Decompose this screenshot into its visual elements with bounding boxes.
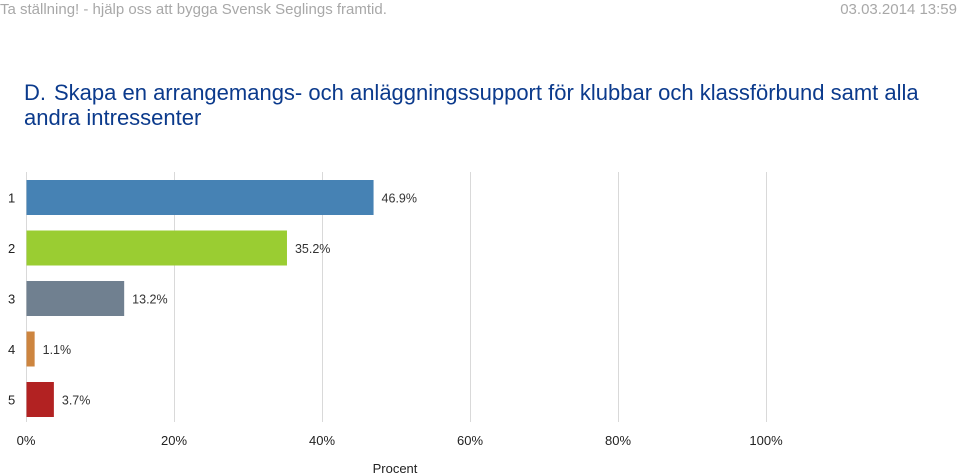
data-label: 13.2% (132, 293, 167, 307)
x-axis-title: Procent (373, 461, 418, 476)
chart-title-text: Skapa en arrangemangs- och anläggningssu… (24, 80, 919, 130)
bar-2 (26, 230, 287, 266)
bar-4 (26, 331, 35, 367)
header-timestamp: 03.03.2014 13:59 (840, 1, 957, 18)
x-tick-label: 0% (17, 433, 36, 448)
bar-1 (26, 180, 374, 215)
data-label: 1.1% (43, 343, 72, 357)
category-label: 2 (8, 241, 15, 256)
survey-header-title: Ta ställning! - hjälp oss att bygga Sven… (0, 1, 387, 18)
x-tick-label: 80% (605, 433, 631, 448)
category-label: 3 (8, 292, 15, 307)
x-tick-label: 60% (457, 433, 483, 448)
bar-5 (26, 382, 54, 417)
bars: 46.9% 35.2% 13.2% 1.1% 3.7% (26, 180, 417, 417)
category-label: 5 (8, 393, 15, 408)
category-label: 1 (8, 191, 15, 206)
x-tick-labels: 0% 20% 40% 60% 80% 100% (17, 433, 783, 448)
data-label: 35.2% (295, 242, 330, 256)
category-label: 4 (8, 342, 15, 357)
x-tick-label: 20% (161, 433, 187, 448)
data-label: 46.9% (382, 192, 417, 206)
x-tick-label: 100% (749, 433, 783, 448)
data-label: 3.7% (62, 394, 91, 408)
x-tick-label: 40% (309, 433, 335, 448)
bar-3 (26, 281, 125, 316)
chart-title: D. Skapa en arrangemangs- och anläggnings… (24, 80, 924, 130)
category-labels: 1 2 3 4 5 (8, 191, 15, 408)
chart-title-prefix: D. (24, 80, 46, 105)
